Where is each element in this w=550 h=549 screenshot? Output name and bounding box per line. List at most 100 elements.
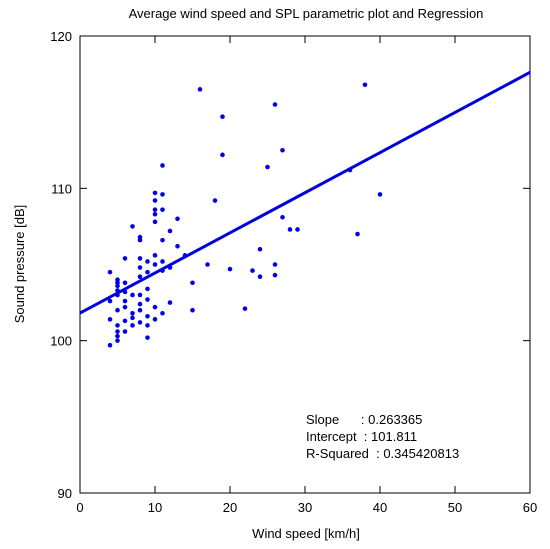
data-point <box>152 190 158 196</box>
data-point <box>115 333 120 339</box>
data-point <box>115 329 120 334</box>
data-point <box>220 114 225 120</box>
data-point <box>355 231 360 237</box>
data-point <box>145 335 150 340</box>
data-point <box>137 234 143 240</box>
data-point <box>152 207 158 212</box>
x-tick-label: 10 <box>148 500 162 515</box>
data-point <box>122 280 128 286</box>
data-point <box>280 214 285 220</box>
y-axis-ticks: 90 100 110 120 <box>50 29 530 501</box>
stats-slope: Slope : 0.263365 <box>306 412 422 427</box>
data-point <box>250 268 255 273</box>
data-point <box>115 307 120 313</box>
data-point <box>130 323 135 328</box>
y-axis-label: Sound pressure [dB] <box>12 205 27 324</box>
data-point <box>272 272 278 278</box>
data-point <box>152 211 158 217</box>
data-point <box>167 228 173 234</box>
data-point <box>280 147 285 153</box>
x-axis-ticks: 0 10 20 30 40 50 60 <box>76 36 537 515</box>
data-point <box>227 266 233 272</box>
data-point <box>160 237 165 243</box>
data-point <box>152 304 158 310</box>
data-point <box>257 274 263 279</box>
data-point <box>107 342 113 348</box>
x-tick-label: 50 <box>448 500 462 515</box>
data-point <box>137 320 143 325</box>
data-point <box>145 286 150 292</box>
data-point <box>272 102 278 107</box>
data-point <box>115 323 120 328</box>
y-tick-label: 120 <box>50 29 72 44</box>
data-point <box>152 262 158 267</box>
data-point <box>287 227 293 232</box>
x-tick-label: 40 <box>373 500 387 515</box>
data-point <box>115 277 120 283</box>
data-point <box>130 310 135 316</box>
data-point <box>295 227 300 232</box>
data-point <box>265 164 270 170</box>
data-point <box>122 304 128 310</box>
data-point <box>167 300 173 305</box>
regression-stats: Slope : 0.263365 Intercept : 101.811 R-S… <box>306 412 459 461</box>
plot-frame <box>79 35 531 494</box>
data-point <box>152 253 158 258</box>
data-point <box>137 265 143 270</box>
data-point <box>145 269 150 275</box>
data-point <box>137 307 143 313</box>
data-point <box>145 313 150 319</box>
x-tick-label: 30 <box>298 500 312 515</box>
data-point <box>145 297 150 302</box>
data-point <box>190 280 195 286</box>
x-axis-label: Wind speed [km/h] <box>252 526 360 541</box>
data-point <box>107 317 113 322</box>
data-point <box>257 246 263 252</box>
chart-title: Average wind speed and SPL parametric pl… <box>129 6 484 21</box>
data-point <box>130 292 135 298</box>
data-point <box>190 307 195 313</box>
data-point <box>137 292 143 298</box>
stats-r-squared: R-Squared : 0.345420813 <box>306 446 459 461</box>
data-point <box>377 192 383 197</box>
data-point <box>107 298 113 304</box>
stats-intercept: Intercept : 101.811 <box>306 429 417 444</box>
data-point <box>130 315 135 321</box>
data-point <box>145 323 150 328</box>
data-point <box>160 310 165 316</box>
data-point <box>137 274 143 279</box>
data-point <box>152 219 158 225</box>
data-point <box>175 216 180 222</box>
regression-line <box>79 71 531 315</box>
y-tick-label: 90 <box>58 486 72 501</box>
scatter-points <box>107 82 383 348</box>
data-point <box>205 262 210 267</box>
data-point <box>152 317 158 322</box>
data-point <box>137 256 143 261</box>
x-tick-label: 20 <box>223 500 237 515</box>
data-point <box>212 198 218 203</box>
y-tick-label: 110 <box>51 181 72 196</box>
data-point <box>122 318 128 324</box>
data-point <box>137 301 143 307</box>
data-point <box>160 163 165 168</box>
data-point <box>115 338 120 343</box>
x-tick-label: 60 <box>523 500 537 515</box>
data-point <box>160 192 165 197</box>
y-tick-label: 100 <box>50 334 72 349</box>
data-point <box>197 87 203 92</box>
data-point <box>242 306 248 311</box>
data-point <box>175 243 180 249</box>
data-point <box>145 259 150 264</box>
data-point <box>122 298 128 304</box>
data-point <box>107 269 113 275</box>
data-point <box>152 198 158 203</box>
data-point <box>122 256 128 261</box>
data-point <box>362 82 368 88</box>
x-tick-label: 0 <box>76 500 83 515</box>
data-point <box>220 152 225 158</box>
data-point <box>130 224 135 229</box>
data-point <box>160 207 165 212</box>
data-point <box>122 329 128 334</box>
